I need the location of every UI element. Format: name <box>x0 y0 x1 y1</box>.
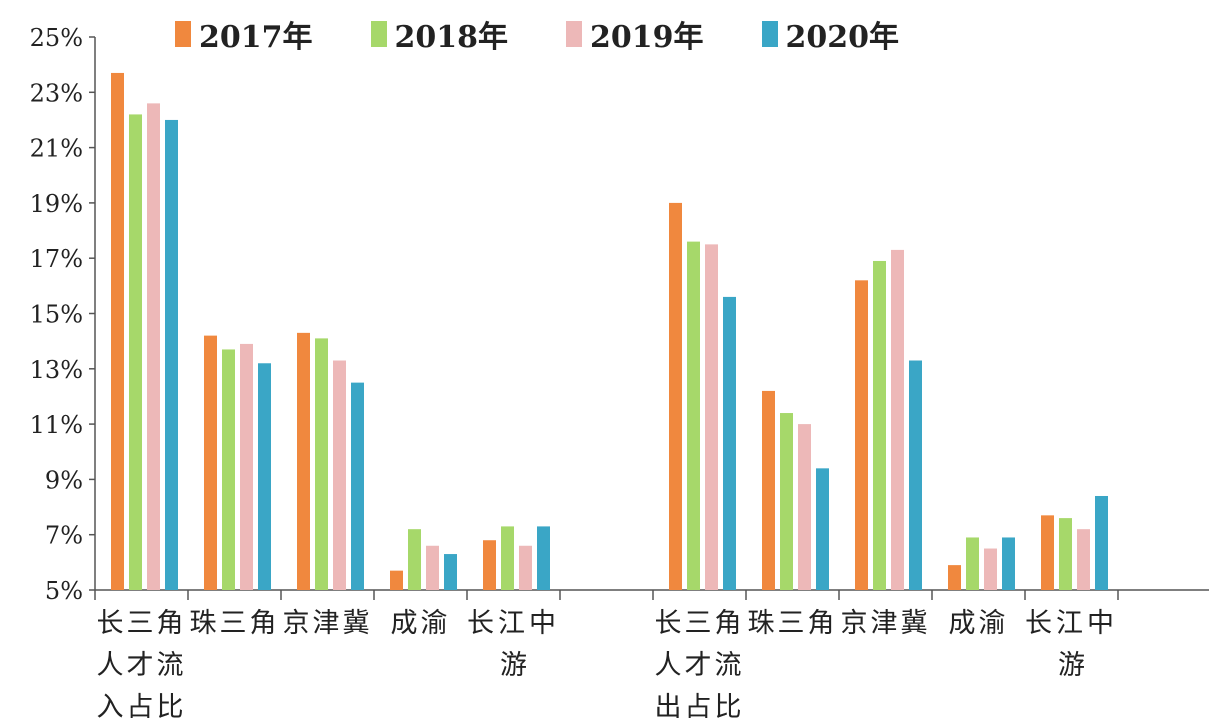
legend-item-2017: 2017年 <box>175 12 313 56</box>
x-category-label: 珠三角 <box>190 608 280 639</box>
bar-2019年-6 <box>798 424 811 590</box>
bar-2020年-0 <box>165 119 178 590</box>
x-category-label: 长江中 <box>467 608 560 639</box>
bar-2019年-7 <box>891 249 904 590</box>
bar-2018年-0 <box>129 114 142 591</box>
bar-2019年-8 <box>984 548 997 590</box>
bar-2019年-9 <box>1077 529 1090 590</box>
bar-2017年-5 <box>669 202 682 590</box>
y-tick-label: 25% <box>30 24 83 52</box>
bar-2017年-4 <box>483 540 496 590</box>
x-category-label: 长江中 <box>1025 608 1118 639</box>
bar-2020年-7 <box>909 360 922 590</box>
bar-2020年-4 <box>537 526 550 590</box>
y-tick-label: 11% <box>30 411 83 439</box>
bar-2019年-4 <box>519 545 532 590</box>
bar-2019年-0 <box>147 103 160 591</box>
bar-2018年-8 <box>966 537 979 590</box>
x-group-label: 出占比 <box>655 692 745 718</box>
bar-2018年-2 <box>315 338 328 590</box>
x-group-label: 入占比 <box>97 692 187 718</box>
bar-2020年-9 <box>1095 495 1108 590</box>
x-group-label: 人才流 <box>655 650 745 681</box>
bar-2020年-2 <box>351 382 364 590</box>
bar-2020年-6 <box>816 468 829 590</box>
bar-2019年-2 <box>333 360 346 590</box>
x-category-label: 京津冀 <box>283 608 373 639</box>
y-tick-label: 17% <box>30 245 83 273</box>
bar-2017年-1 <box>204 335 217 590</box>
legend-swatch-2018 <box>370 21 387 47</box>
bar-2020年-8 <box>1002 537 1015 590</box>
x-category-label: 长三角 <box>655 608 745 639</box>
bar-2020年-3 <box>444 554 457 590</box>
legend-item-2018: 2018年 <box>370 12 509 56</box>
x-category-label: 珠三角 <box>748 608 838 639</box>
y-tick-label: 9% <box>45 466 83 494</box>
bar-2019年-1 <box>240 343 253 590</box>
legend-label-2018: 2018年 <box>394 20 509 55</box>
legend-label-2017: 2017年 <box>199 20 313 55</box>
bar-2017年-8 <box>948 565 961 590</box>
legend-item-2020: 2020年 <box>761 12 900 56</box>
bar-2020年-5 <box>723 296 736 590</box>
legend-swatch-2017 <box>175 21 191 47</box>
bar-2018年-5 <box>687 241 700 591</box>
bar-2018年-9 <box>1059 518 1072 590</box>
legend-item-2019: 2019年 <box>566 12 704 56</box>
bar-2019年-3 <box>426 545 439 590</box>
x-category-label-line2: 游 <box>1058 650 1085 681</box>
x-category-label: 京津冀 <box>841 608 931 639</box>
bar-2019年-5 <box>705 244 718 590</box>
legend: 2017年 2018年 2019年 2020年 <box>175 12 899 56</box>
x-group-label: 人才流 <box>97 650 187 681</box>
y-tick-label: 5% <box>45 577 83 605</box>
x-category-label: 成渝 <box>949 608 1009 639</box>
bar-2018年-3 <box>408 529 421 590</box>
y-tick-label: 13% <box>30 356 83 384</box>
legend-label-2020: 2020年 <box>785 20 900 55</box>
x-category-label-line2: 游 <box>500 650 527 681</box>
bar-2017年-6 <box>762 390 775 590</box>
bar-2018年-1 <box>222 349 235 590</box>
bar-2017年-2 <box>297 332 310 590</box>
legend-swatch-2019 <box>566 21 582 47</box>
bar-2018年-4 <box>501 526 514 590</box>
bar-2018年-6 <box>780 413 793 590</box>
y-tick-label: 21% <box>30 135 83 163</box>
x-category-label: 成渝 <box>391 608 451 639</box>
bar-2017年-0 <box>111 72 124 590</box>
bar-2017年-9 <box>1041 515 1054 590</box>
bar-2017年-3 <box>390 570 403 590</box>
x-category-label: 长三角 <box>97 608 187 639</box>
y-tick-label: 7% <box>45 522 83 550</box>
bar-2017年-7 <box>855 280 868 590</box>
y-tick-label: 15% <box>30 301 83 329</box>
bar-2018年-7 <box>873 260 886 590</box>
bar-2020年-1 <box>258 363 271 590</box>
y-tick-label: 23% <box>30 79 83 107</box>
legend-swatch-2020 <box>761 21 778 47</box>
y-tick-label: 19% <box>30 190 83 218</box>
legend-label-2019: 2019年 <box>590 20 704 55</box>
